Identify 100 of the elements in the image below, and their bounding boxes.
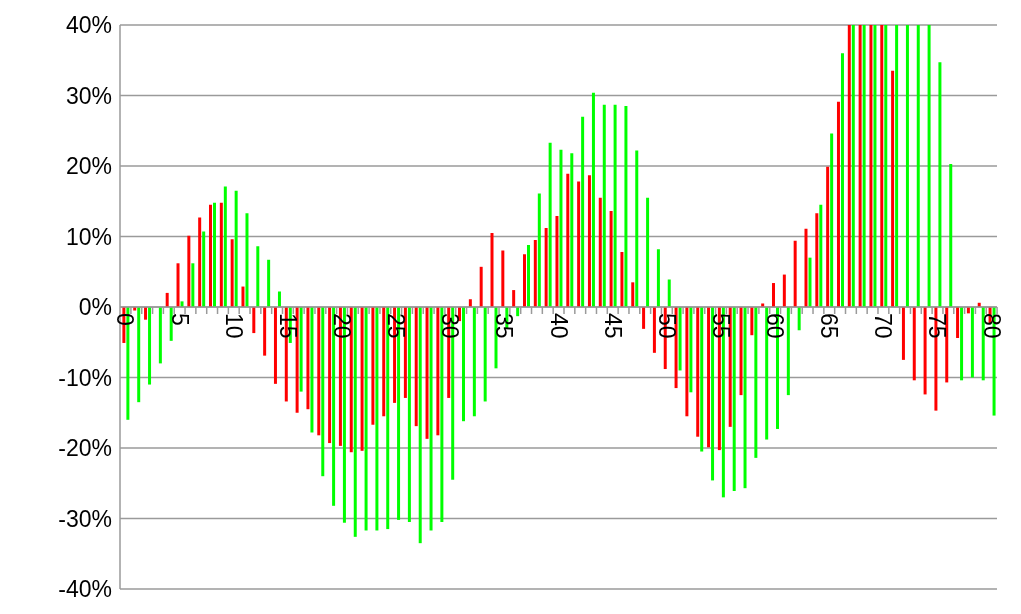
- bar: [646, 197, 650, 307]
- x-tick-label: 20: [328, 313, 355, 339]
- bar: [624, 106, 628, 307]
- bar: [533, 240, 537, 307]
- bar: [213, 202, 216, 307]
- bar: [895, 25, 899, 307]
- bar: [429, 307, 433, 531]
- y-tick-label: 10%: [65, 223, 112, 250]
- bar: [386, 307, 390, 530]
- x-tick-label: 30: [437, 313, 464, 339]
- bar: [252, 307, 256, 334]
- bar: [905, 25, 909, 307]
- bar: [743, 307, 747, 489]
- bar: [483, 307, 487, 402]
- y-tick-label: 40%: [65, 12, 112, 39]
- x-tick-label: 0: [112, 313, 139, 326]
- bar: [711, 307, 715, 481]
- bar: [635, 150, 639, 307]
- bar: [548, 142, 552, 307]
- bar: [219, 202, 223, 307]
- bar: [685, 307, 689, 417]
- bar: [858, 25, 862, 307]
- bar: [187, 235, 191, 307]
- bar: [587, 175, 591, 307]
- bar: [241, 286, 245, 307]
- bar: [656, 249, 660, 307]
- bar: [609, 211, 613, 307]
- y-tick-label: 0%: [78, 294, 112, 321]
- bar: [602, 104, 606, 307]
- bar: [836, 101, 840, 307]
- bar: [901, 307, 905, 360]
- bar: [198, 217, 202, 307]
- bar: [577, 181, 581, 307]
- bar: [202, 231, 206, 307]
- bar: [642, 307, 646, 329]
- bar: [277, 291, 281, 307]
- bar: [299, 307, 303, 392]
- bar: [158, 307, 162, 364]
- bar: [440, 307, 444, 523]
- bar: [223, 186, 227, 307]
- x-tick-label: 80: [978, 313, 1005, 339]
- bar: [559, 149, 563, 307]
- bar: [332, 307, 336, 506]
- x-tick-label: 45: [599, 313, 626, 339]
- bar: [826, 166, 830, 307]
- bar: [245, 213, 249, 307]
- bar: [526, 244, 530, 307]
- bar: [267, 259, 271, 307]
- bar: [652, 307, 656, 353]
- bar: [468, 299, 472, 307]
- bar: [353, 307, 357, 537]
- bar: [256, 246, 260, 307]
- bar: [263, 307, 267, 356]
- bar: [696, 307, 700, 437]
- bar: [847, 25, 851, 307]
- bar: [598, 197, 602, 307]
- bar: [678, 307, 682, 371]
- bar: [960, 307, 964, 381]
- y-tick-label: 20%: [65, 153, 112, 180]
- bar: [869, 25, 873, 307]
- bar: [407, 307, 411, 523]
- bar: [328, 307, 332, 444]
- bar: [786, 307, 790, 396]
- y-tick-label: -30%: [58, 505, 112, 532]
- bar: [923, 307, 927, 395]
- bar: [165, 292, 169, 307]
- bar: [137, 307, 141, 403]
- bar: [414, 307, 418, 427]
- y-tick-label: -10%: [58, 364, 112, 391]
- bar: [295, 307, 299, 413]
- bar: [750, 307, 754, 336]
- bar: [537, 193, 541, 307]
- bar: [938, 62, 942, 307]
- bar: [732, 307, 736, 492]
- bar: [501, 250, 505, 307]
- bar: [912, 307, 916, 381]
- bar: [981, 307, 985, 381]
- bar: [754, 307, 758, 458]
- bar: [772, 283, 776, 307]
- bar: [804, 228, 808, 307]
- bar: [570, 153, 574, 307]
- y-tick-label: -40%: [58, 576, 112, 603]
- bar: [830, 133, 834, 307]
- bar: [148, 307, 152, 385]
- bar: [620, 252, 624, 307]
- bar: [797, 307, 801, 331]
- bar: [306, 307, 310, 410]
- bar: [317, 307, 321, 436]
- bar: [191, 263, 195, 307]
- bar: [472, 307, 476, 417]
- y-tick-label: 30%: [65, 82, 112, 109]
- bar: [765, 307, 769, 440]
- bar: [689, 307, 693, 393]
- bar: [382, 307, 386, 417]
- bar: [591, 92, 595, 307]
- bar: [371, 307, 375, 425]
- x-tick-label: 35: [491, 313, 518, 339]
- bar: [782, 274, 786, 307]
- bar: [234, 190, 238, 307]
- bar: [700, 307, 704, 452]
